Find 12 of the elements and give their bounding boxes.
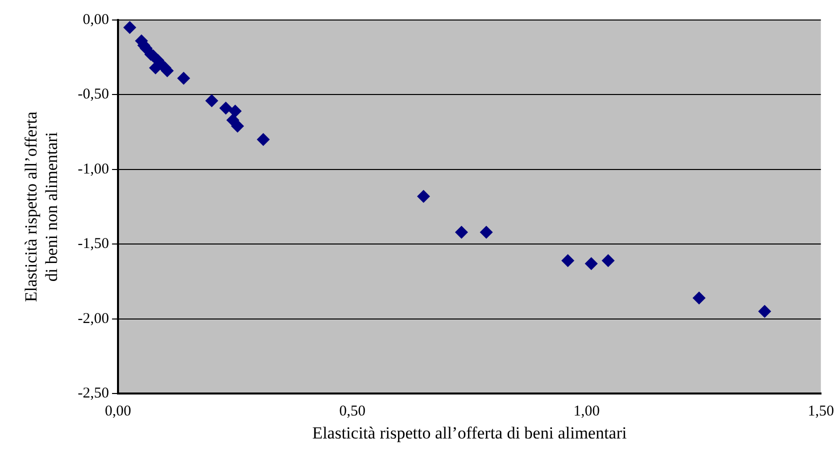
x-tick-label: 1,50 — [808, 404, 834, 420]
x-axis-title: Elasticità rispetto all’offerta di beni alimentari — [312, 423, 628, 442]
y-tick-label: -1,00 — [78, 161, 110, 178]
x-tick-label: 0,50 — [339, 404, 366, 420]
y-tick-label: -1,50 — [78, 236, 110, 252]
y-tick-label: -2,00 — [78, 310, 110, 327]
y-tick-label: -2,50 — [78, 386, 110, 402]
y-axis-title: Elasticità rispetto all’offerta di beni non alimentari — [22, 111, 62, 302]
x-tick-label: 0,00 — [104, 404, 132, 420]
y-tick-label: -0,50 — [78, 86, 110, 103]
y-tick-label: 0,00 — [82, 12, 110, 28]
x-tick-label: 1,00 — [573, 404, 600, 420]
